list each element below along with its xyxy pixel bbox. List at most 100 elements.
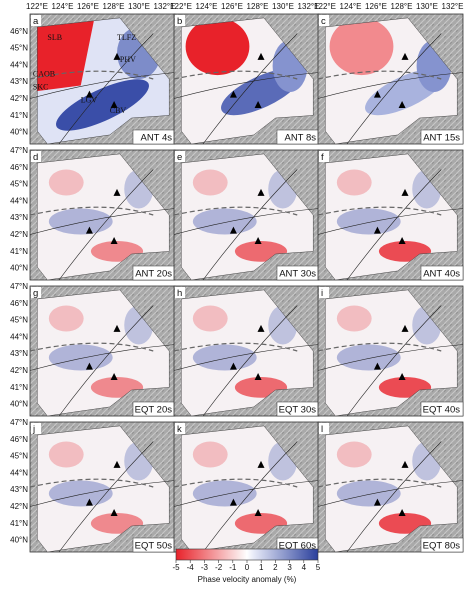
panel-letter-box xyxy=(175,151,185,162)
anomaly-blue xyxy=(336,208,401,235)
longitude-label: 124°E xyxy=(52,2,74,11)
panel-letter-box xyxy=(319,287,329,298)
boundary-line xyxy=(58,305,154,417)
latitude-label: 42°N xyxy=(10,366,28,375)
longitude-label: 124°E xyxy=(196,2,218,11)
dashed-boundary xyxy=(317,342,442,352)
latitude-label: 44°N xyxy=(10,196,28,205)
colorbar-tick-label: -5 xyxy=(172,563,180,572)
anomaly-red xyxy=(48,305,84,332)
dashed-boundary xyxy=(29,342,154,352)
annotation: CAOB xyxy=(33,69,55,78)
boundary-line xyxy=(202,305,298,417)
colorbar xyxy=(175,548,319,561)
volcano xyxy=(398,373,406,380)
longitude-label: 122°E xyxy=(26,2,48,11)
longitude-label: 128°E xyxy=(391,2,413,11)
latitude-label: 45°N xyxy=(10,452,28,461)
latitude-label: 42°N xyxy=(10,502,28,511)
dashed-boundary xyxy=(173,342,298,352)
volcano xyxy=(254,237,262,244)
latitude-label: 43°N xyxy=(10,349,28,358)
anomaly-blobs xyxy=(48,169,154,262)
dashed-boundary xyxy=(173,206,298,216)
volcano xyxy=(229,498,237,506)
panel-letter: l xyxy=(321,424,323,435)
anomaly-red xyxy=(336,169,372,196)
panel-letter-box xyxy=(175,15,185,26)
latitude-label: 44°N xyxy=(10,60,28,69)
map-panel: b ANT 8s xyxy=(173,13,320,145)
volcano xyxy=(110,509,118,516)
panel-letter: a xyxy=(33,16,39,27)
volcano xyxy=(110,237,118,244)
region-outline xyxy=(181,153,314,281)
latitude-label: 43°N xyxy=(10,485,28,494)
region-outline xyxy=(37,289,170,417)
colorbar-tick-label: 2 xyxy=(273,563,278,572)
boundary-line xyxy=(173,208,320,235)
boundary-line xyxy=(29,208,176,235)
volcano xyxy=(113,324,121,332)
volcano xyxy=(229,90,237,98)
annotation: SKC xyxy=(33,82,49,91)
latitude-label: 46°N xyxy=(10,299,28,308)
longitude-label: 128°E xyxy=(103,2,125,11)
anomaly-red xyxy=(48,169,84,196)
anomaly-blue xyxy=(336,344,401,371)
anomaly-red xyxy=(336,441,372,468)
colorbar-label: Phase velocity anomaly (%) xyxy=(198,575,297,584)
colorbar-tick-label: -2 xyxy=(215,563,223,572)
boundary-line xyxy=(29,480,176,507)
longitude-label: 124°E xyxy=(340,2,362,11)
anomaly-red xyxy=(192,305,228,332)
map-panel: c ANT 15s xyxy=(317,13,464,145)
colorbar-tick-label: 1 xyxy=(259,563,264,572)
anomaly-red xyxy=(329,17,394,76)
anomaly-red xyxy=(37,17,96,92)
colorbar-tick-label: 4 xyxy=(302,563,307,572)
panel-label-box xyxy=(420,129,464,145)
dashed-boundary xyxy=(173,478,298,488)
boundary-line xyxy=(317,208,464,235)
latitude-label: 44°N xyxy=(10,332,28,341)
volcano xyxy=(85,226,93,234)
panel-letter: b xyxy=(177,16,182,27)
panel-letter: d xyxy=(33,152,38,163)
boundary-line xyxy=(173,344,320,371)
anomaly-blue xyxy=(48,480,113,507)
annotation: TLFZ xyxy=(117,33,136,42)
volcano xyxy=(401,324,409,332)
region-outline xyxy=(325,425,458,553)
volcano xyxy=(257,52,265,60)
boundary-line xyxy=(317,72,464,99)
panel-label: EQT 50s xyxy=(135,541,173,552)
dashed-boundary xyxy=(317,70,442,80)
panel-letter-box xyxy=(175,423,185,434)
volcano xyxy=(254,373,262,380)
anomaly-red xyxy=(48,441,84,468)
dashed-boundary xyxy=(29,206,154,216)
latitude-label: 45°N xyxy=(10,180,28,189)
longitude-label: 130°E xyxy=(272,2,294,11)
map-panel: g EQT 20s xyxy=(29,285,176,417)
latitude-label: 45°N xyxy=(10,316,28,325)
panel-letter-box xyxy=(31,287,41,298)
latitude-label: 42°N xyxy=(10,230,28,239)
volcano xyxy=(254,509,262,516)
volcano xyxy=(257,460,265,468)
anomaly-red xyxy=(192,169,228,196)
annotation: LGV xyxy=(81,95,98,104)
latitude-label: 41°N xyxy=(10,111,28,120)
panel-label: ANT 8s xyxy=(284,133,316,144)
boundary-line xyxy=(58,169,154,281)
colorbar-tick-label: 5 xyxy=(316,563,321,572)
dashed-boundary xyxy=(173,70,298,80)
boundary-line xyxy=(346,33,442,145)
volcano xyxy=(401,460,409,468)
panel-letter: j xyxy=(32,424,35,435)
volcano xyxy=(113,52,121,60)
boundary-line xyxy=(202,33,298,145)
